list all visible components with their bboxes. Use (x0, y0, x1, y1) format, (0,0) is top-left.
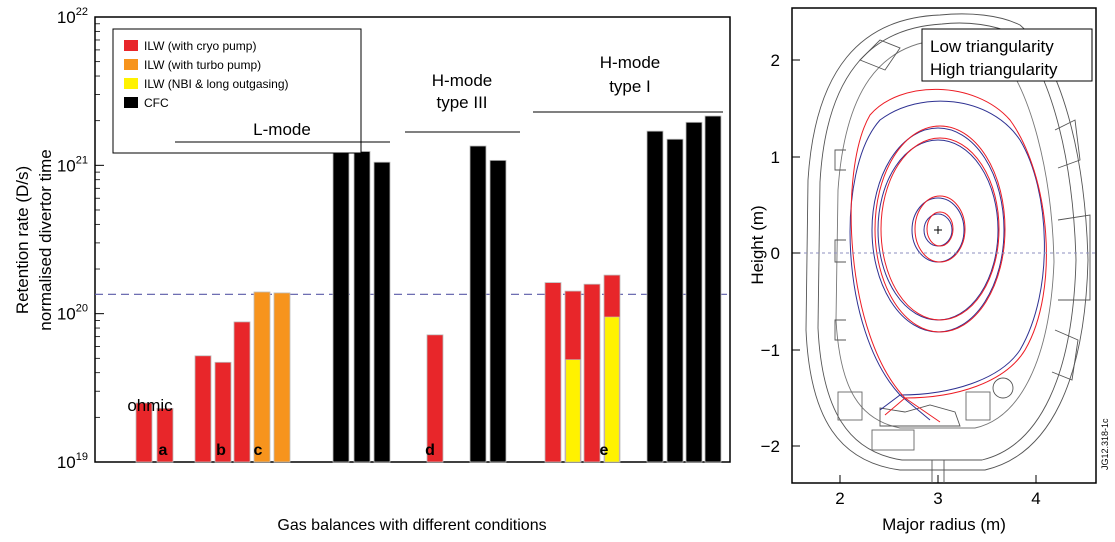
legend-box (112, 28, 362, 154)
legend-swatch-cfc (124, 97, 138, 108)
divertor-coil-left (837, 391, 863, 421)
cross-section-x-axis-label: Major radius (m) (882, 515, 1006, 534)
bar-9 (373, 161, 391, 463)
bar-6 (273, 292, 291, 463)
bar-5 (253, 291, 271, 463)
bar-chart-legend: ILW (with cryo pump) ILW (with turbo pum… (112, 28, 362, 154)
group-label-l-mode: L-mode (253, 120, 311, 139)
legend-label-high-triangularity: High triangularity (930, 60, 1058, 79)
ytick-label-minus2: −2 (761, 437, 780, 456)
bar-chart-y-axis-label-line2: normalised divertor time (36, 149, 55, 330)
bar-inner-16 (604, 316, 620, 463)
group-label-h-mode-iii-1: H-mode (432, 71, 492, 90)
bar-2 (194, 355, 212, 463)
bar-17 (646, 130, 664, 463)
bar-19 (685, 121, 703, 463)
ytick-label-1: 1 (771, 148, 780, 167)
ytick-label-0: 0 (771, 244, 780, 263)
legend-label-low-triangularity: Low triangularity (930, 37, 1054, 56)
bar-15 (583, 283, 601, 463)
legend-swatch-turbo (124, 59, 138, 70)
divertor-coil-bottom (871, 429, 915, 451)
bar-chart-x-axis-label: Gas balances with different conditions (277, 517, 546, 534)
ytick-label-minus1: −1 (761, 341, 780, 360)
bar-13 (544, 282, 562, 463)
ytick-label: 1019 (57, 451, 88, 472)
bar-1 (156, 407, 174, 463)
inner-limiter-1 (834, 149, 846, 171)
bar-18 (666, 138, 684, 463)
ytick-label: 1022 (57, 6, 88, 27)
bar-8 (353, 151, 371, 463)
group-label-h-mode-i-2: type I (609, 77, 651, 96)
bar-0 (135, 402, 153, 463)
annotation-a: a (159, 442, 168, 459)
divertor-tiles (879, 404, 961, 427)
legend-label-cryo: ILW (with cryo pump) (144, 39, 256, 53)
legend-swatch-nbi (124, 78, 138, 89)
outer-limiter-2 (1051, 329, 1079, 381)
separatrix-low (849, 100, 1045, 421)
flux-surface-high-3 (874, 125, 1006, 333)
annotation-b: b (216, 442, 226, 459)
figure-side-label: JG12.318-1c (1100, 418, 1110, 470)
cross-section-tick-marks (792, 59, 1037, 483)
group-label-h-mode-i-1: H-mode (600, 53, 660, 72)
ytick-label-2: 2 (771, 51, 780, 70)
annotation-d: d (425, 442, 435, 459)
annotation-ohmic: ohmic (127, 396, 173, 415)
legend-label-cfc: CFC (144, 96, 169, 110)
separatrix-high (850, 88, 1047, 423)
divertor-stem (931, 460, 945, 483)
outer-limiter-1 (1054, 119, 1081, 169)
bar-10 (426, 334, 444, 463)
bar-12 (489, 159, 507, 463)
outer-port (1057, 214, 1091, 301)
ytick-label: 1020 (57, 303, 88, 324)
flux-surface-high-2 (880, 137, 1000, 321)
cross-section-y-axis-label: Height (m) (748, 205, 767, 284)
bar-chart-y-axis-label-line1: Retention rate (D/s) (13, 166, 32, 314)
flux-surface-high-0 (926, 211, 954, 247)
group-label-h-mode-iii-2: type III (436, 93, 487, 112)
xtick-label-3: 3 (933, 489, 942, 508)
bar-11 (469, 145, 487, 463)
inner-limiter-3 (834, 319, 846, 341)
cross-section-legend-box (921, 28, 1093, 82)
bar-7 (332, 150, 350, 463)
upper-limiter (859, 39, 901, 71)
legend-swatch-cryo (124, 40, 138, 51)
inner-limiter-2 (834, 239, 846, 263)
xtick-label-4: 4 (1031, 489, 1040, 508)
legend-label-turbo: ILW (with turbo pump) (144, 58, 261, 72)
flux-surface-high-1 (914, 195, 966, 263)
bar-inner-14 (565, 359, 581, 463)
tokamak-cross-section-plot: Low triangularity High triangularity 2 1… (748, 7, 1110, 534)
bar-chart-frame (94, 16, 731, 463)
annotation-e: e (600, 442, 609, 459)
divertor-coil-right (965, 391, 991, 421)
bar-20 (704, 115, 722, 463)
bar-4 (233, 321, 251, 463)
coil-circle (992, 377, 1014, 399)
retention-bar-chart: 1019 1020 1021 1022 ILW (with cryo pump) IL… (13, 6, 731, 534)
xtick-label-2: 2 (835, 489, 844, 508)
annotation-c: c (254, 442, 263, 459)
bar-3 (214, 361, 232, 463)
legend-label-nbi: ILW (NBI & long outgasing) (144, 77, 289, 91)
ytick-label: 1021 (57, 154, 88, 175)
